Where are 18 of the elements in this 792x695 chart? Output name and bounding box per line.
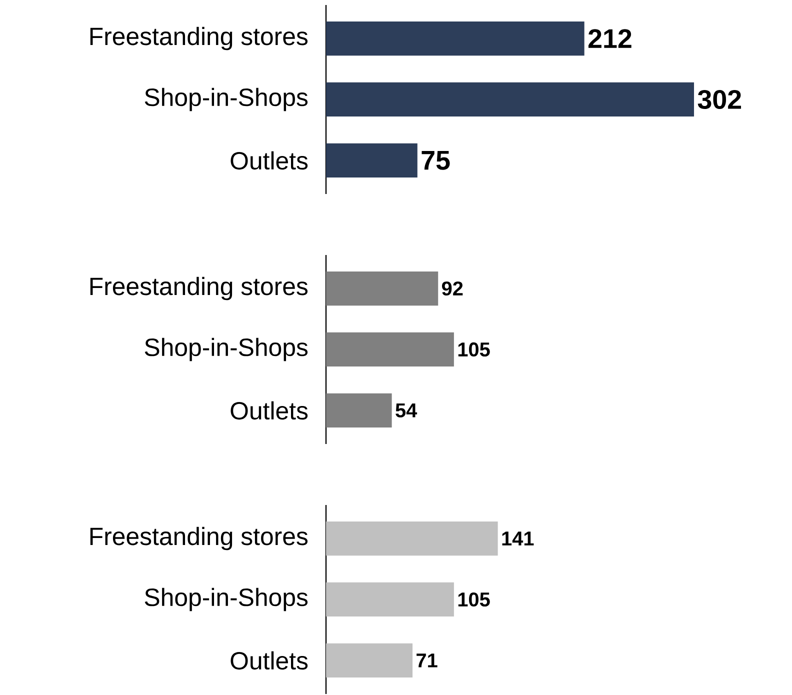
- y-tick-label: Shop-in-Shops: [144, 338, 308, 362]
- data-label: 212: [588, 29, 632, 48]
- data-label: 105: [458, 592, 490, 607]
- y-tick-label: Freestanding stores: [90, 526, 308, 550]
- y-tick-label: Outlets: [230, 401, 308, 420]
- data-label: 54: [396, 404, 418, 418]
- y-tick-label: Outlets: [230, 151, 308, 170]
- data-label: 105: [458, 342, 490, 357]
- y-tick-label: Shop-in-Shops: [144, 88, 308, 112]
- y-tick-label: Outlets: [230, 651, 308, 670]
- data-label: 75: [422, 151, 450, 170]
- data-label: 141: [502, 532, 534, 546]
- y-tick-label: Freestanding stores: [90, 276, 308, 300]
- data-label: 302: [698, 90, 742, 110]
- y-tick-label: Shop-in-Shops: [144, 588, 308, 612]
- data-label: 71: [416, 654, 438, 668]
- y-tick-label: Freestanding stores: [90, 26, 308, 50]
- data-label: 92: [442, 281, 463, 296]
